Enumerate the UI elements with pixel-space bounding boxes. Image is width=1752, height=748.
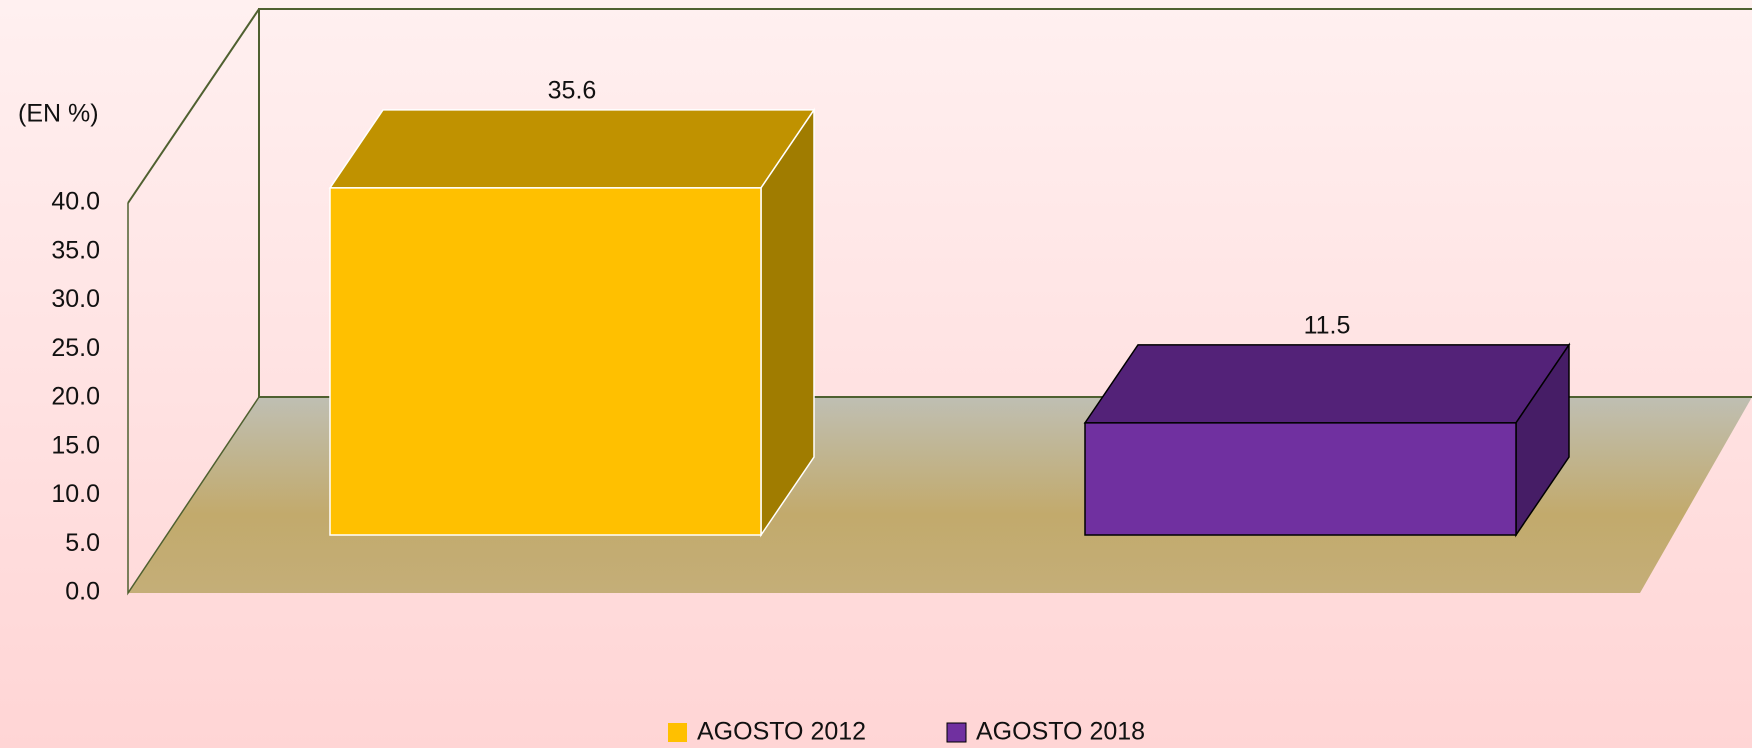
back-wall xyxy=(258,8,1752,398)
y-axis-label: (EN %) xyxy=(18,100,99,128)
side-wall-top xyxy=(127,8,260,204)
bar xyxy=(1084,422,1517,536)
bar-top xyxy=(328,109,816,189)
y-tick-label: 25.0 xyxy=(51,334,100,362)
y-tick-label: 35.0 xyxy=(51,236,100,264)
legend-swatch xyxy=(946,722,967,743)
bar xyxy=(329,187,762,536)
y-tick-label: 20.0 xyxy=(51,383,100,411)
y-tick-label: 15.0 xyxy=(51,431,100,459)
data-label: 11.5 xyxy=(1304,311,1351,339)
y-tick-label: 0.0 xyxy=(65,578,100,606)
legend-swatch xyxy=(668,723,687,742)
legend-label: AGOSTO 2012 xyxy=(697,718,866,746)
side-wall xyxy=(127,203,260,596)
data-label: 35.6 xyxy=(548,77,597,105)
legend-label: AGOSTO 2018 xyxy=(976,718,1145,746)
y-tick-label: 30.0 xyxy=(51,285,100,313)
bar-top xyxy=(1083,344,1571,424)
y-tick-label: 40.0 xyxy=(51,188,100,216)
y-tick-label: 10.0 xyxy=(51,480,100,508)
y-tick-label: 5.0 xyxy=(65,529,100,557)
